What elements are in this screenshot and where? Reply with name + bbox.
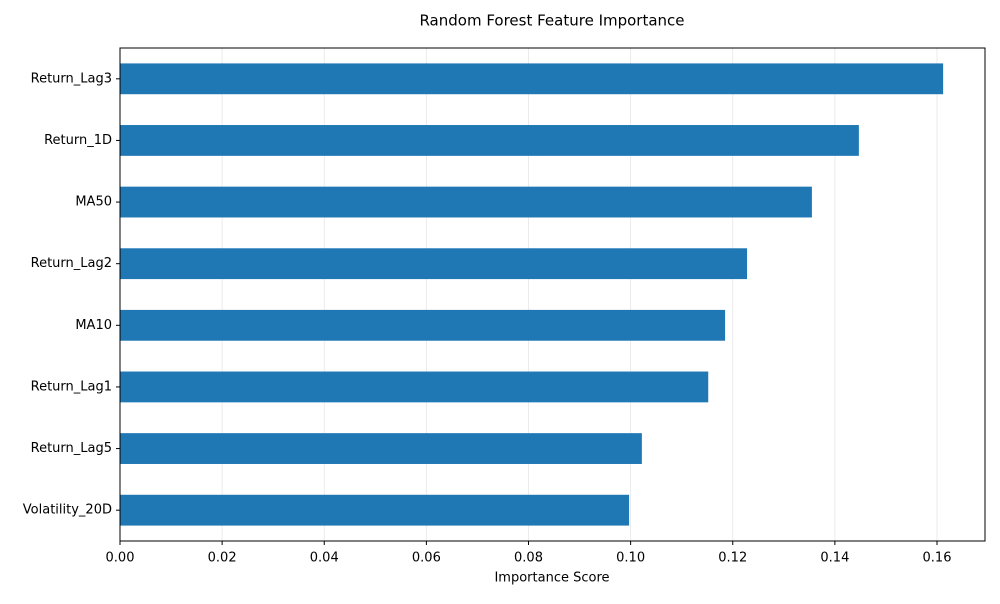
bar — [120, 63, 944, 95]
x-tick-label: 0.06 — [412, 551, 441, 566]
x-tick-label: 0.10 — [616, 551, 645, 566]
y-tick-label: Volatility_20D — [23, 503, 112, 518]
bar — [120, 433, 642, 464]
x-axis-label: Importance Score — [494, 571, 609, 586]
plot-frame — [119, 47, 986, 542]
y-tick-label: MA10 — [75, 318, 112, 333]
y-tick-label: Return_Lag3 — [31, 71, 112, 86]
y-tick-label: Return_1D — [44, 133, 112, 148]
x-tick-label: 0.12 — [718, 551, 747, 566]
bar — [120, 371, 709, 403]
y-tick-label: Return_Lag5 — [31, 441, 112, 456]
x-tick-label: 0.00 — [106, 551, 135, 566]
bar — [120, 494, 630, 526]
x-tick-label: 0.02 — [208, 551, 237, 566]
bar — [120, 125, 859, 156]
y-tick-label: Return_Lag2 — [31, 256, 112, 271]
chart-title: Random Forest Feature Importance — [419, 12, 684, 30]
x-tick-label: 0.14 — [820, 551, 849, 566]
x-tick-label: 0.04 — [310, 551, 339, 566]
x-tick-label: 0.16 — [923, 551, 952, 566]
y-tick-label: MA50 — [75, 195, 112, 210]
bar — [120, 186, 812, 218]
x-tick-label: 0.08 — [514, 551, 543, 566]
bar — [120, 248, 748, 280]
bar — [120, 309, 726, 341]
y-tick-label: Return_Lag1 — [31, 379, 112, 394]
